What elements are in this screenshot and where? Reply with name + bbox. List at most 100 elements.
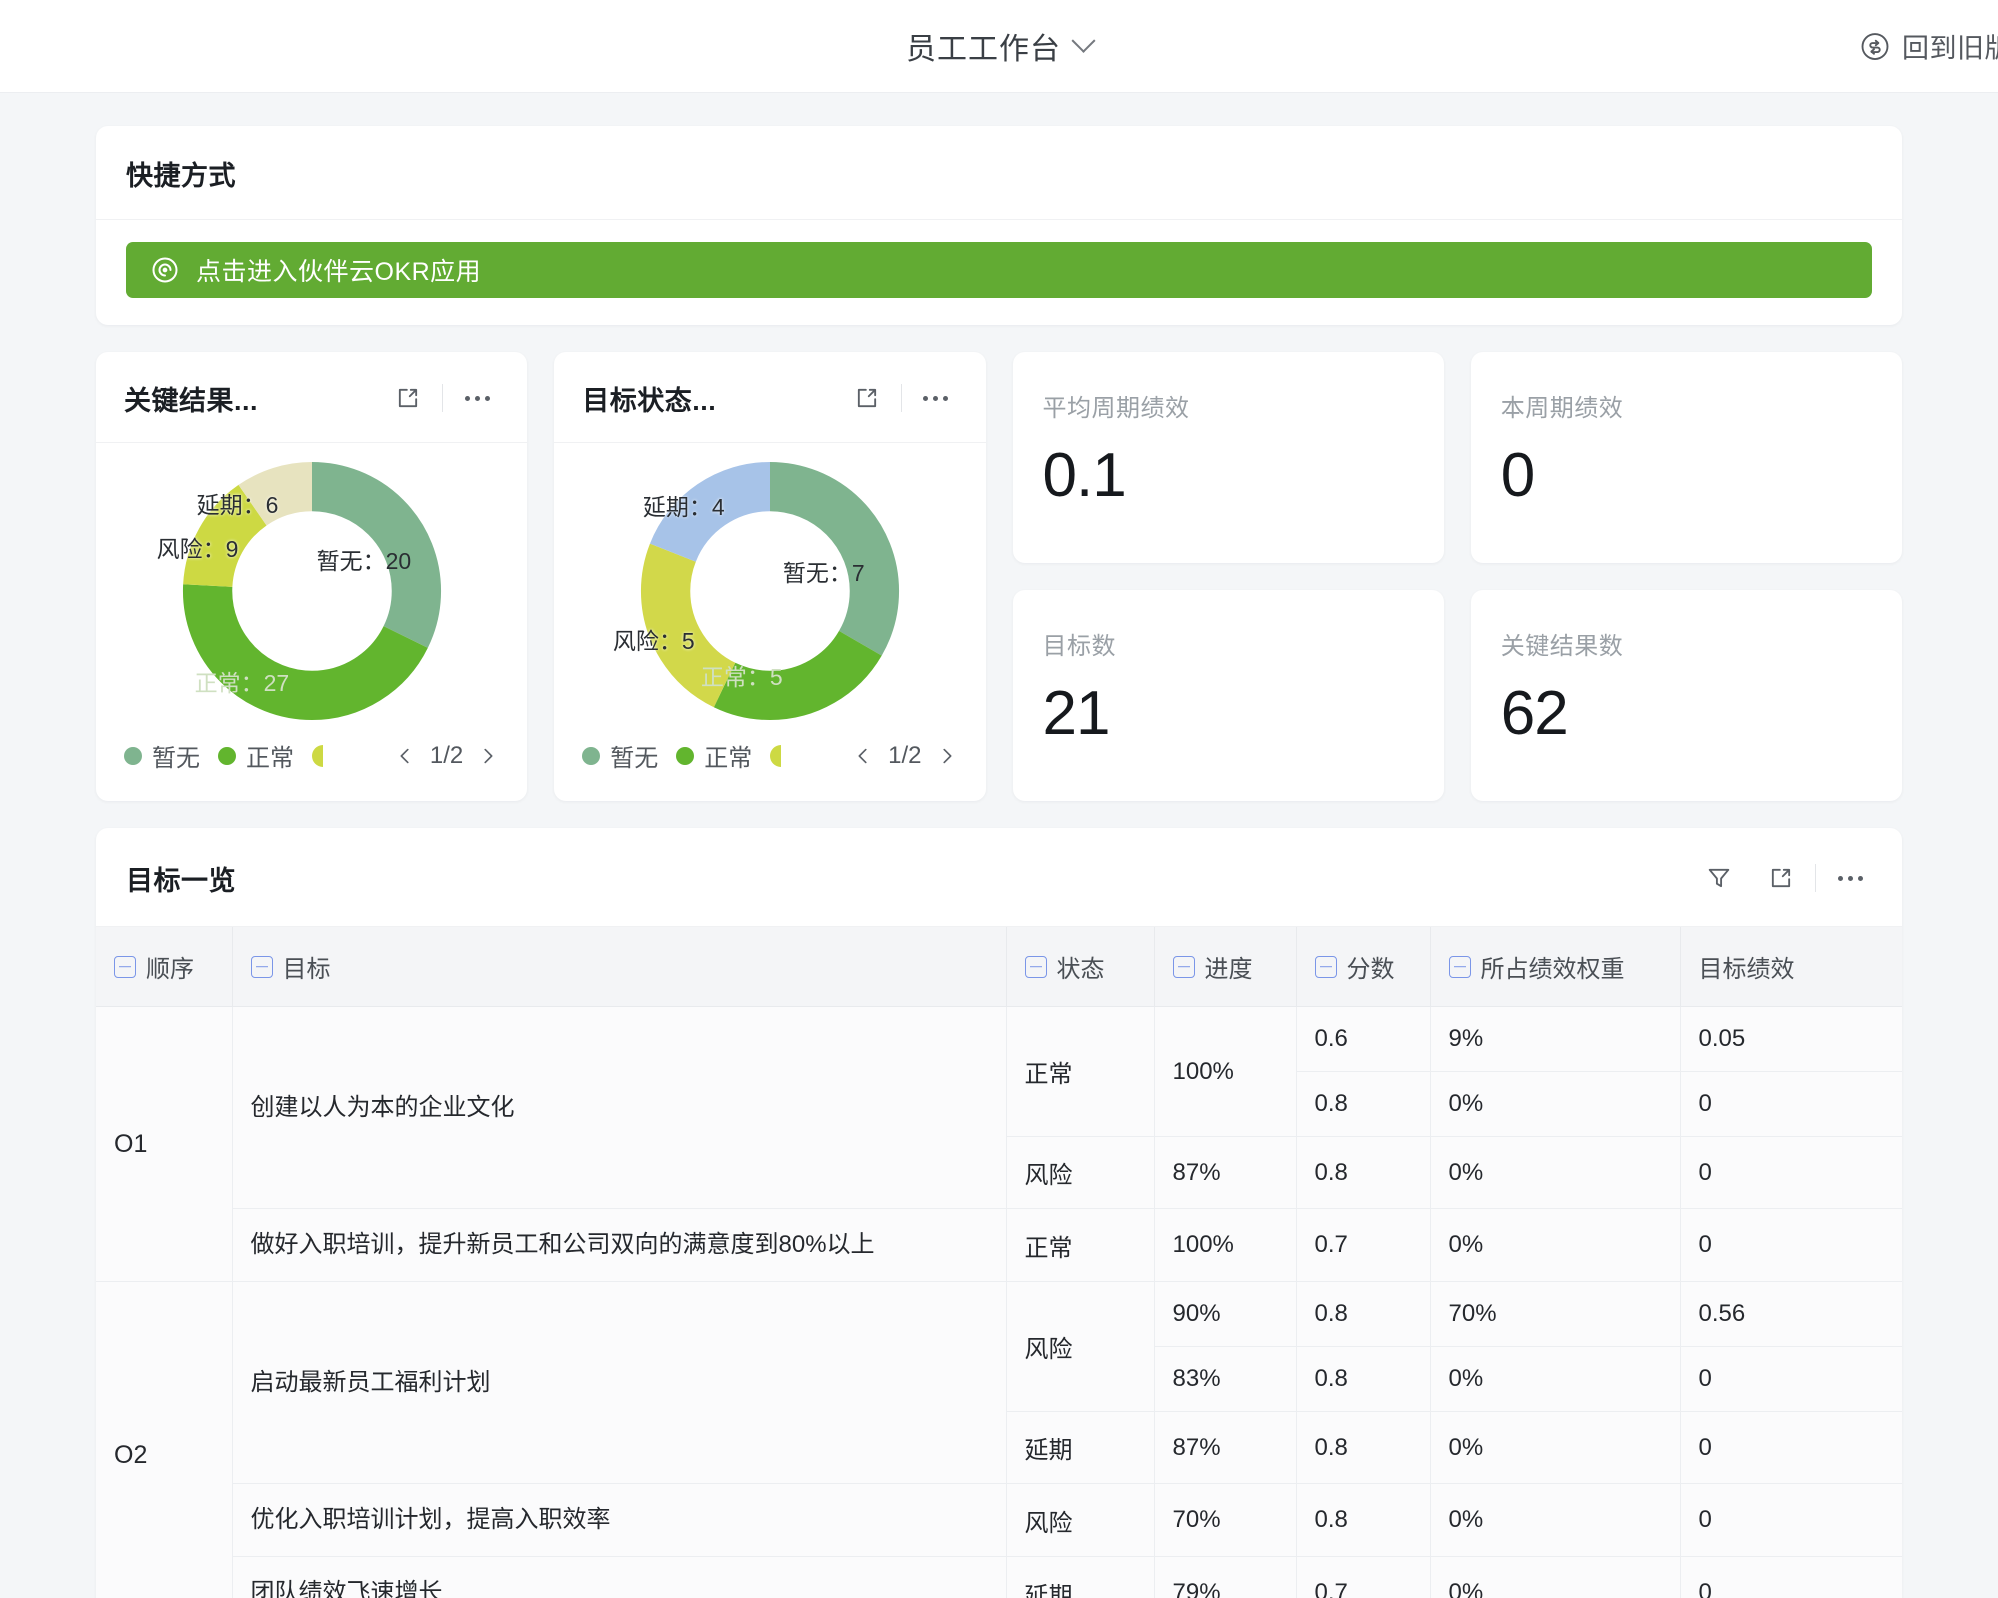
filter-funnel-icon[interactable] <box>1697 856 1741 900</box>
legend-dot-risk-clipped[interactable] <box>770 744 782 767</box>
objectives-table-header: 目标一览 <box>96 828 1902 927</box>
collapse-toggle-icon[interactable] <box>1024 955 1047 978</box>
column-label: 目标 <box>282 956 331 983</box>
pager-text: 1/2 <box>888 741 922 769</box>
chevron-right-icon[interactable] <box>936 745 958 767</box>
legend-label: 暂无 <box>152 745 200 772</box>
cell-status: 延期 <box>1006 1411 1155 1484</box>
collapse-toggle-icon[interactable] <box>1172 955 1195 978</box>
revert-to-old-version-button[interactable]: 回到旧版 <box>1860 27 1998 66</box>
stat-label: 关键结果数 <box>1500 633 1624 660</box>
more-horizontal-icon[interactable] <box>455 376 499 420</box>
open-okr-app-label: 点击进入伙伴云OKR应用 <box>196 258 482 286</box>
cell-objective: 做好入职培训，提升新员工和公司双向的满意度到80%以上 <box>232 1208 1007 1282</box>
open-okr-app-button[interactable]: 点击进入伙伴云OKR应用 <box>126 242 1872 298</box>
metrics-grid: 平均周期绩效 0.1 本周期绩效 0 关键结果... <box>96 352 1902 801</box>
cell-weight: 9% <box>1430 1006 1681 1072</box>
donut-svg <box>640 461 899 720</box>
legend-item-none[interactable]: 暂无 <box>124 738 200 773</box>
stat-value: 62 <box>1500 679 1569 748</box>
cell-score: 0.8 <box>1296 1136 1431 1209</box>
column-header-status[interactable]: 状态 <box>1006 927 1155 1007</box>
column-header-progress[interactable]: 进度 <box>1154 927 1297 1007</box>
legend-item-none[interactable]: 暂无 <box>582 738 658 773</box>
cell-weight: 0% <box>1430 1346 1681 1412</box>
cell-performance: 0 <box>1680 1208 1902 1282</box>
chart-card-actions <box>845 376 958 420</box>
stat-card-objective-count[interactable]: 目标数 21 <box>1012 590 1444 801</box>
legend-label: 正常 <box>704 745 753 772</box>
cell-score: 0.8 <box>1296 1346 1431 1412</box>
cell-weight: 0% <box>1430 1556 1681 1598</box>
cell-seq: O1 <box>96 1006 233 1282</box>
stat-card-current-cycle-performance[interactable]: 本周期绩效 0 <box>1470 352 1902 563</box>
table-row[interactable]: 风险 87% 0.8 0% 0 <box>96 1136 1902 1209</box>
collapse-toggle-icon[interactable] <box>1448 955 1471 978</box>
stat-card-avg-cycle-performance[interactable]: 平均周期绩效 0.1 <box>1012 352 1444 563</box>
column-header-weight[interactable]: 所占绩效权重 <box>1430 927 1681 1007</box>
chevron-right-icon[interactable] <box>477 745 499 767</box>
external-link-icon[interactable] <box>386 376 430 420</box>
column-label: 状态 <box>1056 956 1105 983</box>
chart-body: 暂无：20 正常：27 风险：9 延期：6 <box>96 443 527 738</box>
table-row[interactable]: 83% 0.8 0% 0 <box>96 1346 1902 1412</box>
table-header-row: 顺序 目标 状态 进度 分数 所占绩效权重 目标绩效 <box>96 927 1902 1007</box>
external-link-icon[interactable] <box>845 376 889 420</box>
workspace-title-dropdown[interactable]: 员工工作台 <box>906 24 1096 68</box>
table-row[interactable]: O1 创建以人为本的企业文化 正常 100% 0.6 9% 0.05 <box>96 1006 1902 1282</box>
more-horizontal-icon[interactable] <box>914 376 958 420</box>
slice-risk <box>640 461 899 720</box>
cell-score: 0.7 <box>1296 1556 1431 1598</box>
table-row[interactable]: 延期 87% 0.8 0% 0 <box>96 1411 1902 1484</box>
slice-delayed <box>182 461 441 720</box>
slice-delayed <box>640 461 899 720</box>
cell-weight: 70% <box>1430 1281 1681 1347</box>
table-row[interactable]: O2 启动最新员工福利计划 风险 90% 0.8 70% 0.56 <box>96 1281 1902 1598</box>
cell-score: 0.7 <box>1296 1208 1431 1282</box>
chevron-left-icon[interactable] <box>394 745 416 767</box>
chevron-down-icon[interactable] <box>1071 28 1096 53</box>
chart-body: 暂无：7 正常：5 风险：5 延期：4 <box>554 443 985 738</box>
legend-item-normal[interactable]: 正常 <box>676 738 752 773</box>
cell-performance: 0.05 <box>1680 1006 1902 1072</box>
shortcuts-card: 快捷方式 点击进入伙伴云OKR应用 <box>96 126 1902 325</box>
cell-objective: 启动最新员工福利计划 <box>232 1281 1007 1484</box>
cell-performance: 0 <box>1680 1483 1902 1557</box>
chart-card-key-results-status: 关键结果... <box>96 352 528 801</box>
cell-status: 风险 <box>1006 1483 1155 1557</box>
column-label: 目标绩效 <box>1698 956 1795 983</box>
cell-score: 0.8 <box>1296 1281 1431 1347</box>
cell-score: 0.6 <box>1296 1006 1431 1072</box>
donut-chart-objectives[interactable]: 暂无：7 正常：5 风险：5 延期：4 <box>613 446 915 736</box>
donut-chart-key-results[interactable]: 暂无：20 正常：27 风险：9 延期：6 <box>157 446 457 736</box>
chevron-left-icon[interactable] <box>852 745 874 767</box>
collapse-toggle-icon[interactable] <box>250 955 273 978</box>
column-header-objective[interactable]: 目标 <box>232 927 1007 1007</box>
legend-dot-risk-clipped[interactable] <box>312 744 323 767</box>
chart-title: 目标状态... <box>582 385 717 416</box>
column-header-score[interactable]: 分数 <box>1296 927 1431 1007</box>
cell-score: 0.8 <box>1296 1483 1431 1557</box>
column-label: 顺序 <box>146 956 194 983</box>
collapse-toggle-icon[interactable] <box>1314 955 1337 978</box>
column-header-performance[interactable]: 目标绩效 <box>1680 927 1902 1007</box>
cell-status: 正常 <box>1006 1006 1155 1137</box>
external-link-icon[interactable] <box>1759 856 1803 900</box>
stat-label: 本周期绩效 <box>1500 395 1624 422</box>
table-row[interactable]: 0.8 0% 0 <box>96 1071 1902 1137</box>
page-content: 快捷方式 点击进入伙伴云OKR应用 平均周期绩效 0.1 本周期绩效 0 <box>0 93 1998 1598</box>
legend-dot-normal <box>218 746 236 765</box>
legend-item-normal[interactable]: 正常 <box>218 738 294 773</box>
more-horizontal-icon[interactable] <box>1828 856 1872 900</box>
column-header-seq[interactable]: 顺序 <box>96 927 233 1007</box>
shortcuts-body: 点击进入伙伴云OKR应用 <box>96 220 1902 325</box>
table-row[interactable]: 做好入职培训，提升新员工和公司双向的满意度到80%以上 正常 100% 0.7 … <box>96 1208 1902 1282</box>
divider <box>1815 864 1816 892</box>
table-row[interactable]: 优化入职培训计划，提高入职效率 风险 70% 0.8 0% 0 <box>96 1483 1902 1557</box>
cell-objective: 优化入职培训计划，提高入职效率 <box>232 1483 1007 1557</box>
shortcuts-title: 快捷方式 <box>126 161 236 191</box>
table-row[interactable]: 团队绩效飞速增长 延期 79% 0.7 0% 0 <box>96 1556 1902 1598</box>
collapse-toggle-icon[interactable] <box>114 955 136 978</box>
cell-status: 延期 <box>1006 1556 1155 1598</box>
stat-card-key-result-count[interactable]: 关键结果数 62 <box>1470 590 1902 801</box>
